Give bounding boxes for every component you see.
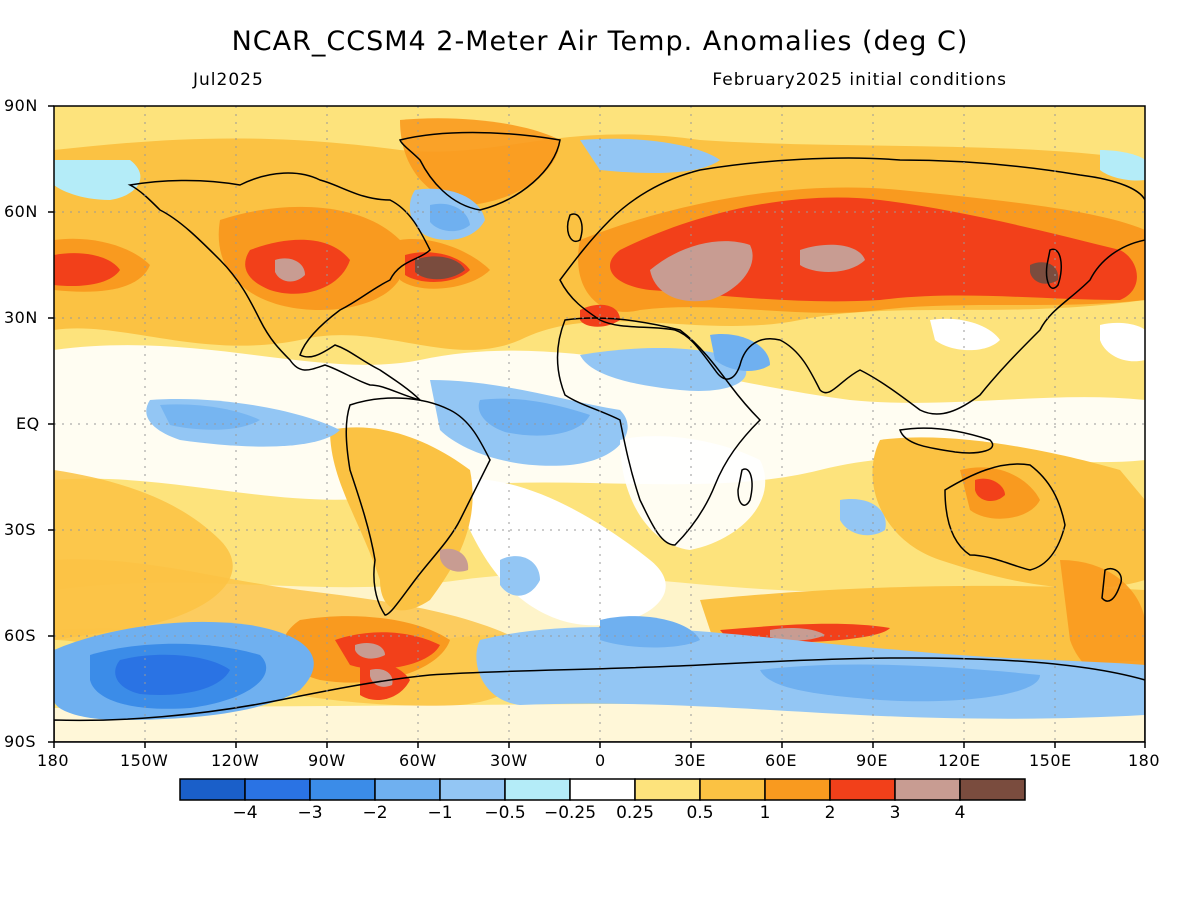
- colorbar-tick-label: −4: [232, 803, 258, 823]
- lat-label-60n: 60N: [4, 202, 38, 221]
- colorbar-tick-label: −3: [297, 803, 323, 823]
- lat-label-60s: 60S: [4, 626, 37, 645]
- lon-label-180e: 180: [1128, 751, 1161, 770]
- colorbar-tick-label: 1: [759, 803, 771, 823]
- lat-label-eq: EQ: [16, 414, 40, 433]
- colorbar-swatch: [244, 778, 311, 801]
- colorbar-swatch: [894, 778, 961, 801]
- lat-label-30s: 30S: [4, 520, 37, 539]
- colorbar-swatch: [309, 778, 376, 801]
- valid-month-label: Jul2025: [193, 70, 264, 90]
- coastlines: [54, 131, 1145, 742]
- colorbar-swatch: [634, 778, 701, 801]
- lon-label-90w: 90W: [308, 751, 346, 770]
- lon-label-120e: 120E: [938, 751, 981, 770]
- colorbar-tick-label: 2: [824, 803, 836, 823]
- colorbar-tick-label: 3: [889, 803, 901, 823]
- colorbar-swatch: [439, 778, 506, 801]
- colorbar-tick-label: −0.5: [484, 803, 526, 823]
- initial-conditions-label: February2025 initial conditions: [712, 70, 1007, 90]
- colorbar: [179, 778, 1026, 801]
- lon-label-180w: 180: [37, 751, 70, 770]
- colorbar-swatch: [179, 778, 246, 801]
- colorbar-swatch: [504, 778, 571, 801]
- lon-label-0: 0: [595, 751, 606, 770]
- colorbar-swatch: [569, 778, 636, 801]
- lat-label-90s: 90S: [4, 732, 37, 751]
- lon-label-120w: 120W: [211, 751, 260, 770]
- colorbar-tick-label: −1: [427, 803, 453, 823]
- lon-label-60w: 60W: [399, 751, 437, 770]
- colorbar-tick-label: 4: [954, 803, 966, 823]
- colorbar-tick-label: −0.25: [543, 803, 597, 823]
- colorbar-tick-label: −2: [362, 803, 388, 823]
- colorbar-swatch: [699, 778, 766, 801]
- colorbar-swatch: [764, 778, 831, 801]
- lon-label-30e: 30E: [674, 751, 706, 770]
- colorbar-tick-label: 0.5: [686, 803, 714, 823]
- axis-ticks: [48, 105, 1146, 748]
- lat-label-30n: 30N: [4, 308, 38, 327]
- lat-label-90n: 90N: [4, 96, 38, 115]
- colorbar-swatch: [959, 778, 1026, 801]
- lon-label-90e: 90E: [856, 751, 888, 770]
- lon-label-150w: 150W: [120, 751, 169, 770]
- colorbar-tick-label: 0.25: [616, 803, 654, 823]
- colorbar-swatch: [374, 778, 441, 801]
- lon-label-150e: 150E: [1029, 751, 1072, 770]
- lon-label-60e: 60E: [765, 751, 797, 770]
- lon-label-30w: 30W: [490, 751, 528, 770]
- graticule: [54, 106, 1145, 742]
- colorbar-swatch: [829, 778, 896, 801]
- map-title: NCAR_CCSM4 2-Meter Air Temp. Anomalies (…: [231, 26, 969, 57]
